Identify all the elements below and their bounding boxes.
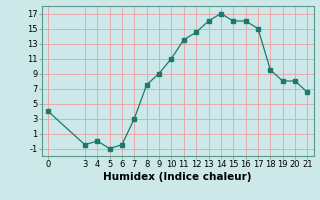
X-axis label: Humidex (Indice chaleur): Humidex (Indice chaleur) xyxy=(103,172,252,182)
